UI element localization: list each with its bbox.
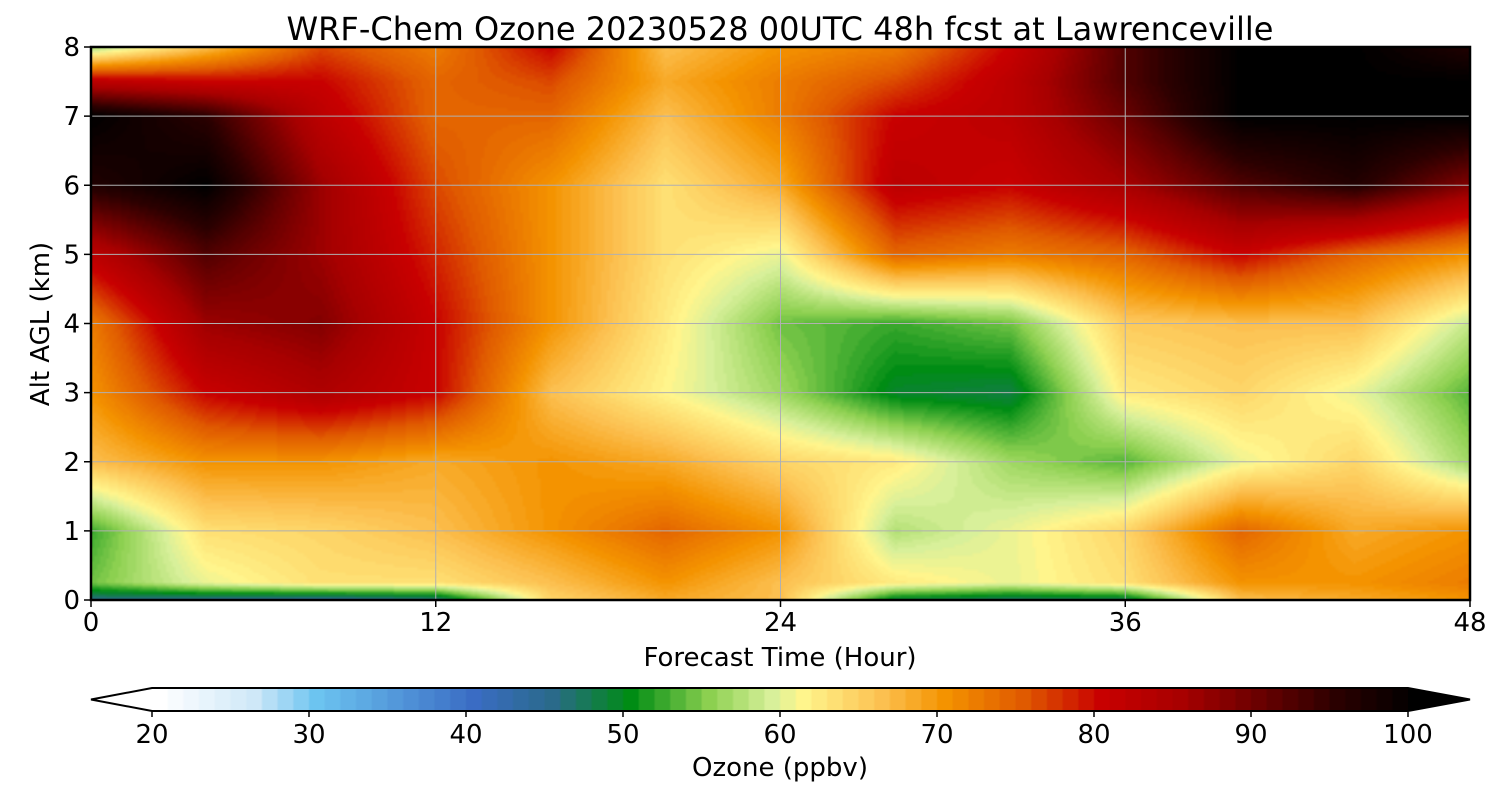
colorbar: 20 30 40 50 60 70 80 90 100	[90, 687, 1471, 750]
x-tick-label: 12	[419, 608, 452, 638]
x-tick-label: 24	[764, 608, 797, 638]
colorbar-tick-label: 20	[135, 720, 168, 750]
colorbar-label: Ozone (ppbv)	[692, 753, 868, 783]
y-tick-label: 8	[63, 33, 80, 63]
y-tick-label: 6	[63, 171, 80, 201]
colorbar-tick-label: 50	[606, 720, 639, 750]
y-axis: 0 1 2 3 4 5 6 7 8	[63, 33, 91, 616]
colorbar-min-extension	[91, 688, 152, 711]
x-axis: 0 12 24 36 48	[83, 600, 1487, 638]
y-tick-label: 1	[63, 517, 80, 547]
x-tick-label: 0	[83, 608, 100, 638]
y-tick-label: 3	[63, 379, 80, 409]
colorbar-gradient	[152, 688, 1408, 711]
colorbar-tick-label: 70	[920, 720, 953, 750]
colorbar-max-extension	[1408, 688, 1470, 711]
y-tick-label: 4	[63, 310, 80, 340]
y-tick-label: 7	[63, 102, 80, 132]
x-axis-label: Forecast Time (Hour)	[643, 643, 916, 673]
x-tick-label: 36	[1109, 608, 1142, 638]
colorbar-tick-label: 30	[292, 720, 325, 750]
colorbar-tick-label: 100	[1383, 720, 1433, 750]
chart-title: WRF-Chem Ozone 20230528 00UTC 48h fcst a…	[287, 10, 1274, 48]
x-tick-label: 48	[1453, 608, 1486, 638]
colorbar-tick-label: 60	[763, 720, 796, 750]
y-tick-label: 5	[63, 240, 80, 270]
colorbar-tick-label: 40	[449, 720, 482, 750]
y-tick-label: 0	[63, 586, 80, 616]
colorbar-tick-label: 80	[1077, 720, 1110, 750]
colorbar-tick-label: 90	[1234, 720, 1267, 750]
y-tick-label: 2	[63, 448, 80, 478]
y-axis-label: Alt AGL (km)	[26, 242, 56, 406]
